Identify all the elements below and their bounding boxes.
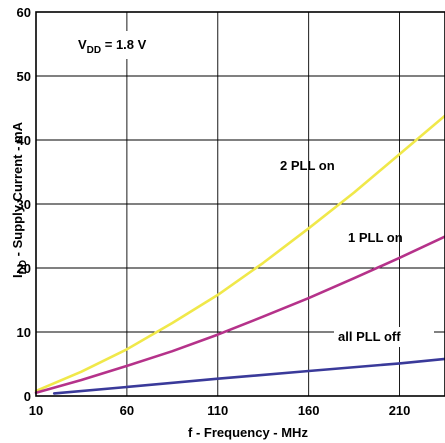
x-tick-label: 160 (298, 403, 320, 418)
series-annotation-2: 1 PLL on (348, 230, 403, 245)
y-tick-labels: 0 10 20 30 40 50 60 (17, 5, 31, 404)
condition-label: VDD = 1.8 V (78, 37, 147, 56)
series-annotation-1: 2 PLL on (280, 158, 335, 173)
y-tick-label: 30 (17, 197, 31, 212)
series-line-1 (34, 114, 445, 393)
x-tick-label: 210 (389, 403, 411, 418)
condition-label-rest: = 1.8 V (101, 37, 146, 52)
series-line-3 (52, 357, 445, 395)
condition-label-subscript: DD (87, 45, 101, 56)
x-axis-label: f - Frequency - MHz (188, 425, 308, 440)
x-tick-label: 10 (29, 403, 43, 418)
y-axis-label: IDD - Supply Current - mA (10, 121, 29, 278)
y-tick-label: 40 (17, 133, 31, 148)
annotation-background (334, 327, 434, 347)
y-axis-label-main: I (10, 274, 25, 278)
y-tick-label: 20 (17, 261, 31, 276)
y-axis-label-subscript: DD (18, 260, 29, 274)
x-tick-label: 60 (120, 403, 134, 418)
condition-label-background (73, 31, 153, 59)
y-tick-label: 10 (17, 325, 31, 340)
x-tick-labels: 10 60 110 160 210 (29, 403, 411, 418)
horizontal-gridlines (36, 75, 445, 333)
y-tick-label: 50 (17, 69, 31, 84)
series-line-2 (34, 235, 445, 395)
x-tick-label: 110 (207, 403, 228, 418)
plot-frame (35, 11, 445, 397)
series-annotation-3: all PLL off (338, 329, 401, 344)
series-annotations: 2 PLL on 1 PLL on all PLL off (280, 158, 434, 347)
condition-label-main: V (78, 37, 87, 52)
series-lines (34, 114, 445, 395)
y-tick-label: 0 (24, 389, 31, 404)
y-tick-label: 60 (17, 5, 31, 20)
y-axis-label-rest: - Supply Current - mA (10, 121, 25, 260)
